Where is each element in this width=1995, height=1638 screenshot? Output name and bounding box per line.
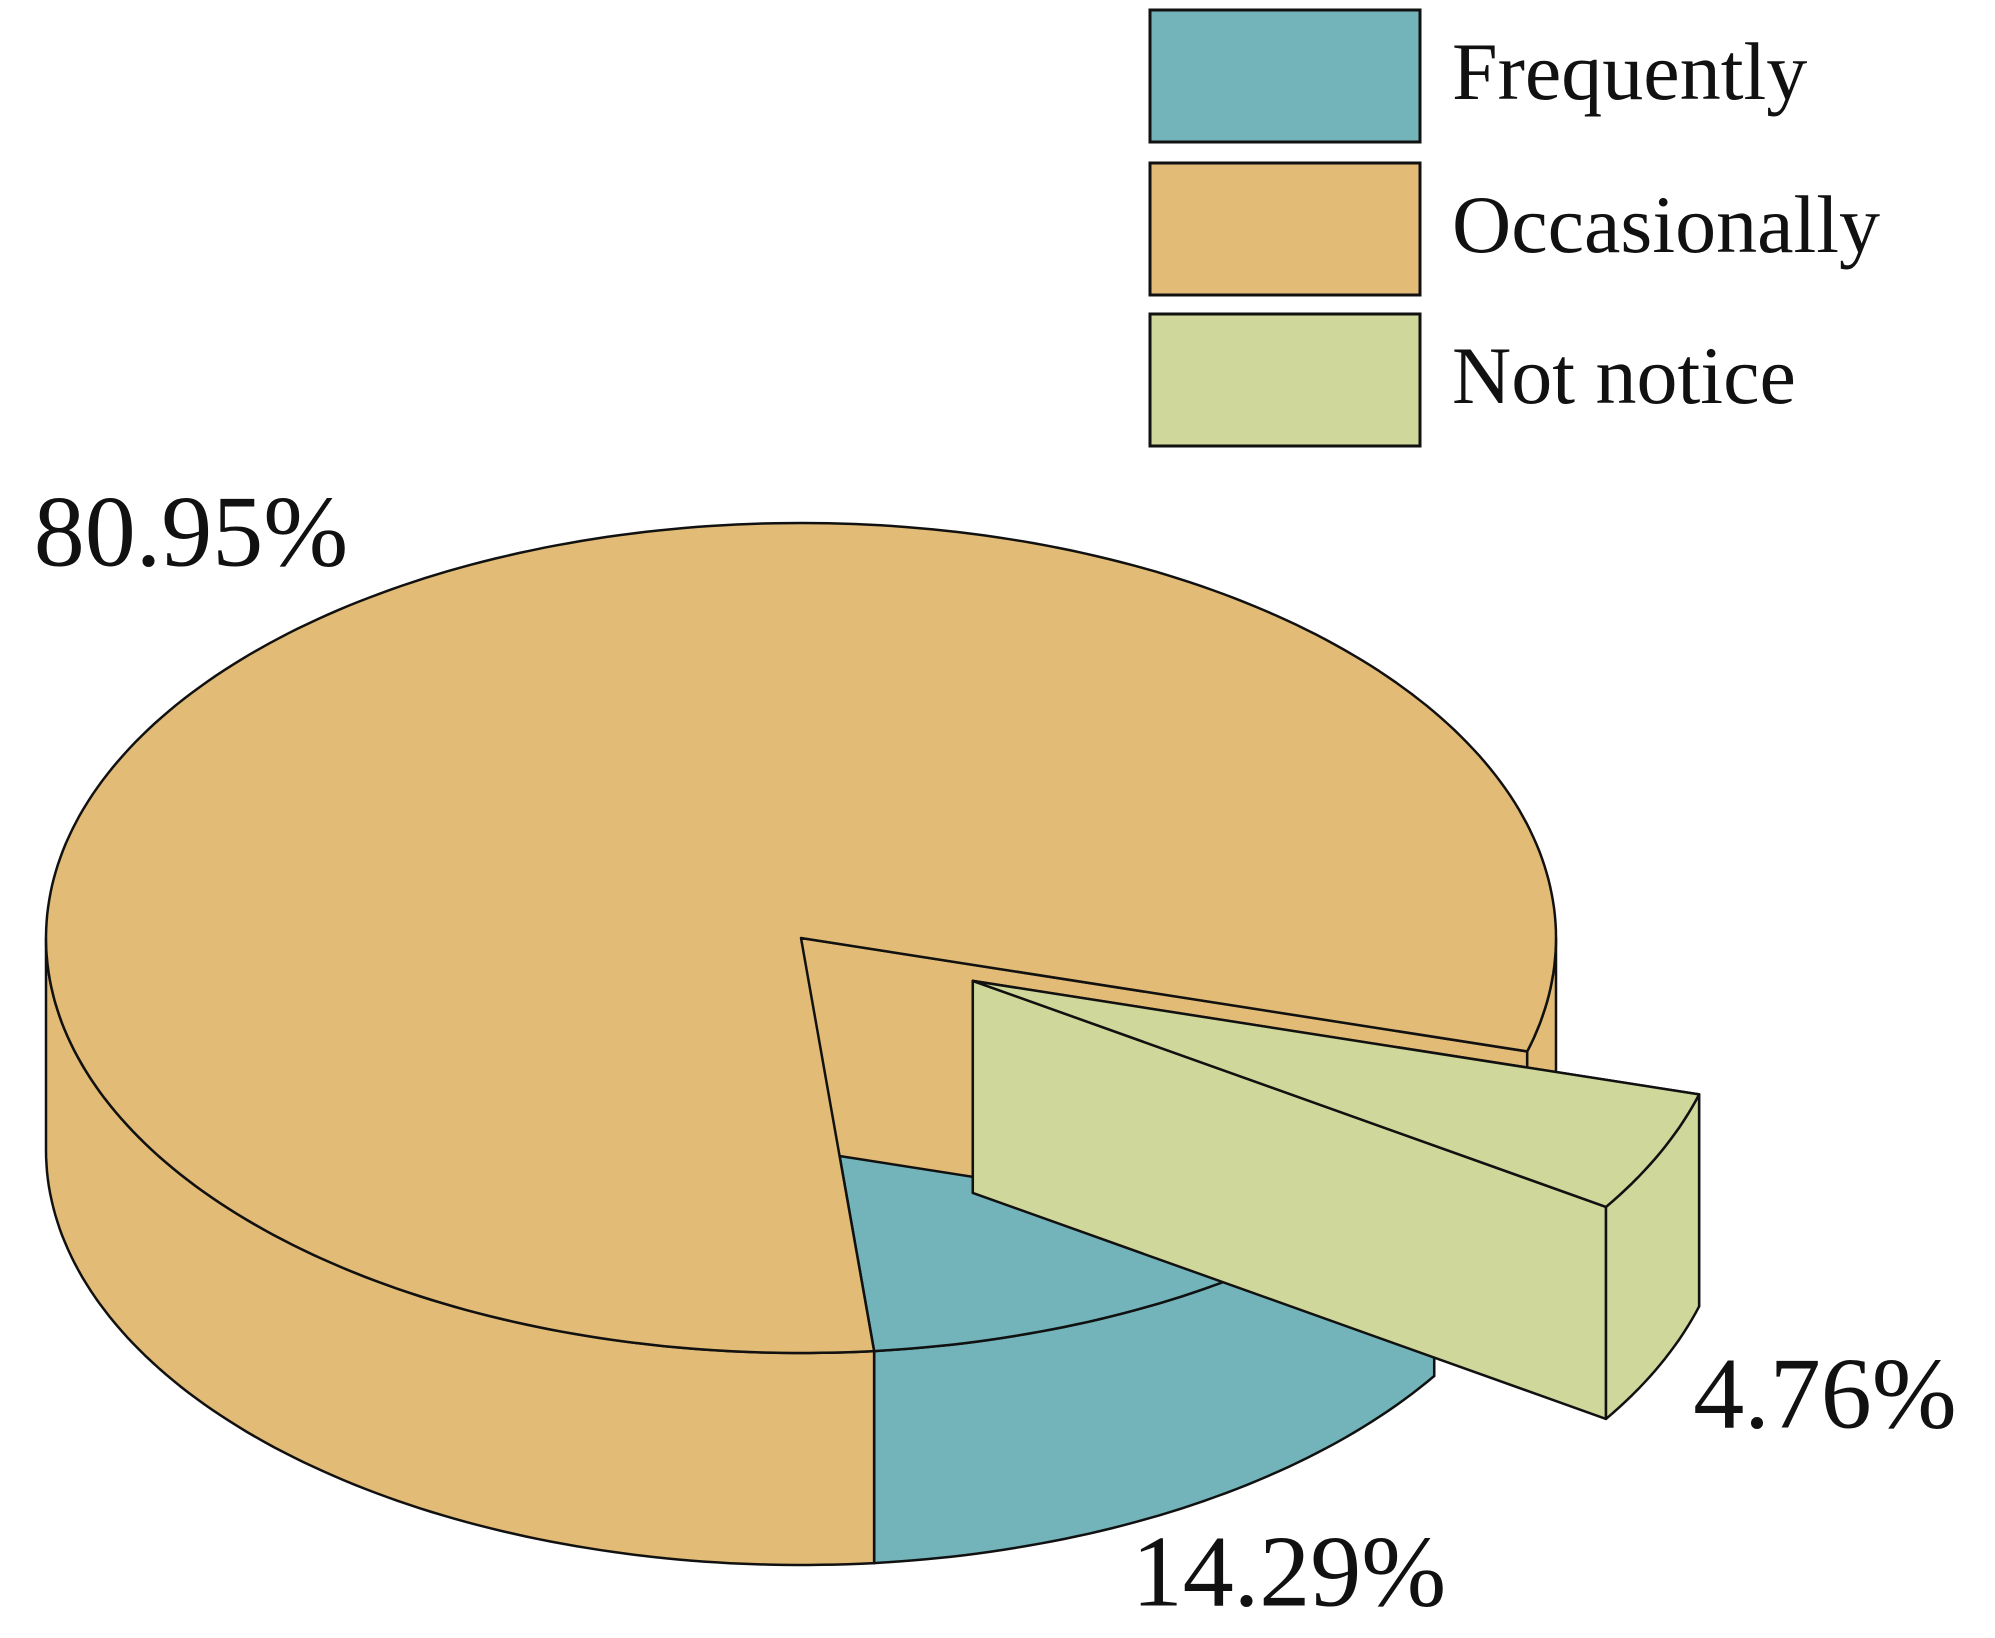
legend-swatch (1148, 161, 1422, 297)
value-label: 80.95% (34, 475, 348, 588)
value-label: 4.76% (1693, 1337, 1956, 1450)
legend-label: Occasionally (1452, 179, 1880, 270)
slice-top (44, 521, 1558, 1355)
slice-top (971, 979, 1701, 1209)
legend-label: Not notice (1452, 330, 1796, 421)
value-label: 14.29% (1132, 1515, 1446, 1628)
legend-label: Frequently (1452, 26, 1807, 117)
legend-swatch (1148, 312, 1422, 448)
legend-swatch (1148, 8, 1422, 144)
